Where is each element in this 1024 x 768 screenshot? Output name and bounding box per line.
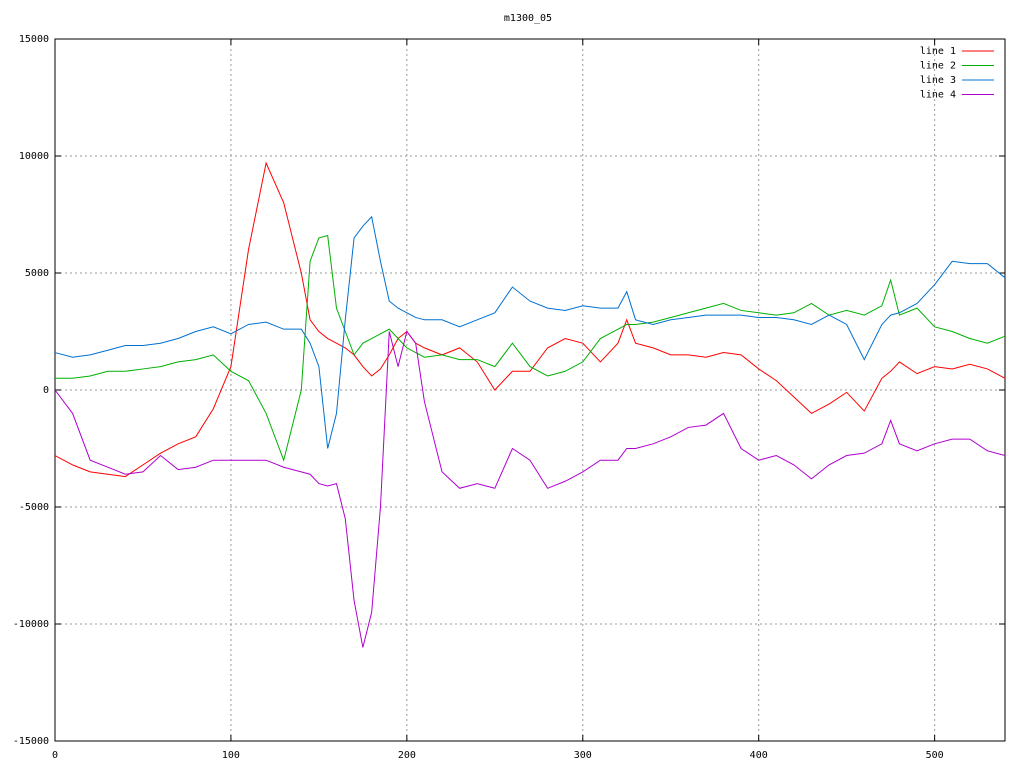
y-tick-label: 5000 (25, 268, 49, 279)
legend-label: line 2 (920, 61, 956, 72)
series-line (55, 234, 1006, 462)
series-line (54, 215, 1006, 449)
y-tick-label: 15000 (19, 34, 49, 45)
x-tick-label: 500 (926, 750, 944, 761)
y-tick-label: 0 (43, 385, 49, 396)
x-tick-label: 100 (222, 750, 240, 761)
y-tick-label: -10000 (13, 619, 49, 630)
x-tick-label: 0 (52, 750, 58, 761)
legend-label: line 1 (920, 46, 956, 57)
x-tick-label: 300 (574, 750, 592, 761)
legend-label: line 4 (920, 90, 956, 101)
y-tick-label: -5000 (19, 502, 49, 513)
x-tick-label: 200 (398, 750, 416, 761)
chart-title: m1300_05 (504, 13, 552, 24)
y-tick-label: 10000 (19, 151, 49, 162)
series-line (54, 161, 1006, 478)
legend-label: line 3 (920, 75, 956, 86)
y-tick-label: -15000 (13, 736, 49, 747)
x-tick-label: 400 (750, 750, 768, 761)
series-line (54, 330, 1006, 648)
